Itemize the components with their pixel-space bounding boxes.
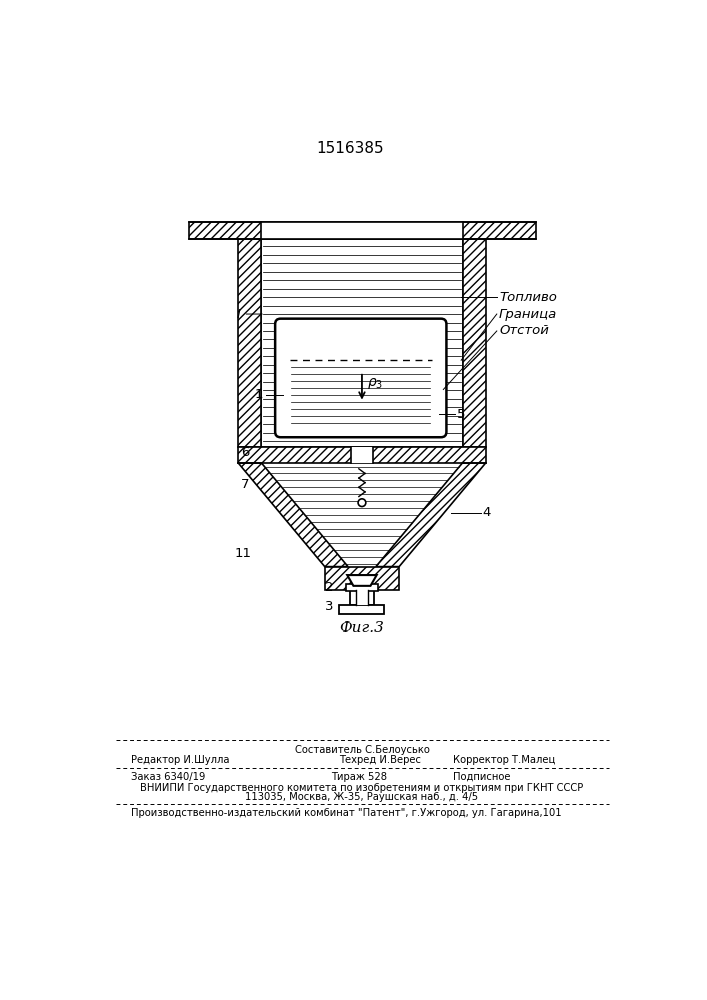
Bar — [287, 330, 435, 426]
Bar — [238, 447, 486, 463]
Polygon shape — [347, 575, 377, 586]
Text: 113035, Москва, Ж-35, Раушская наб., д. 4/5: 113035, Москва, Ж-35, Раушская наб., д. … — [245, 792, 479, 802]
Text: ВНИИПИ Государственного комитета по изобретениям и открытиям при ГКНТ СССР: ВНИИПИ Государственного комитета по изоб… — [140, 783, 583, 793]
Text: 4: 4 — [483, 506, 491, 519]
Text: 1516385: 1516385 — [317, 141, 384, 156]
Text: Граница: Граница — [499, 308, 557, 321]
Text: Топливо: Топливо — [499, 291, 557, 304]
Text: Фиг.3: Фиг.3 — [339, 621, 385, 635]
Bar — [462, 239, 486, 447]
Text: Тираж 528: Тираж 528 — [331, 772, 387, 782]
Text: Корректор Т.Малец: Корректор Т.Малец — [452, 755, 555, 765]
Bar — [189, 222, 537, 239]
Bar — [261, 239, 462, 447]
Text: Отстой: Отстой — [499, 324, 549, 337]
Text: 3: 3 — [325, 600, 333, 613]
Text: 1: 1 — [255, 388, 264, 401]
Text: 5: 5 — [457, 408, 466, 421]
Text: Редактор И.Шулла: Редактор И.Шулла — [131, 755, 230, 765]
Bar — [339, 605, 385, 614]
Text: Подписное: Подписное — [452, 772, 510, 782]
Text: 2: 2 — [325, 581, 333, 594]
Polygon shape — [238, 463, 348, 567]
Circle shape — [358, 499, 366, 507]
Text: Производственно-издательский комбинат "Патент", г.Ужгород, ул. Гагарина,101: Производственно-издательский комбинат "П… — [131, 808, 561, 818]
Bar — [261, 222, 462, 239]
Text: 6: 6 — [241, 446, 250, 459]
Bar — [238, 239, 261, 447]
Polygon shape — [376, 463, 486, 567]
Text: Заказ 6340/19: Заказ 6340/19 — [131, 772, 205, 782]
FancyBboxPatch shape — [275, 319, 446, 437]
Text: 7: 7 — [241, 478, 250, 491]
Bar — [325, 567, 399, 590]
Bar — [351, 447, 373, 463]
Bar — [356, 590, 368, 605]
Text: Составитель С.Белоусько: Составитель С.Белоусько — [295, 745, 429, 755]
Text: I: I — [236, 308, 240, 321]
Bar — [351, 590, 373, 605]
Text: $\rho_3$: $\rho_3$ — [368, 376, 384, 391]
Text: Техред И.Верес: Техред И.Верес — [339, 755, 421, 765]
Bar — [346, 584, 378, 591]
Text: 11: 11 — [234, 547, 251, 560]
Polygon shape — [261, 463, 462, 567]
